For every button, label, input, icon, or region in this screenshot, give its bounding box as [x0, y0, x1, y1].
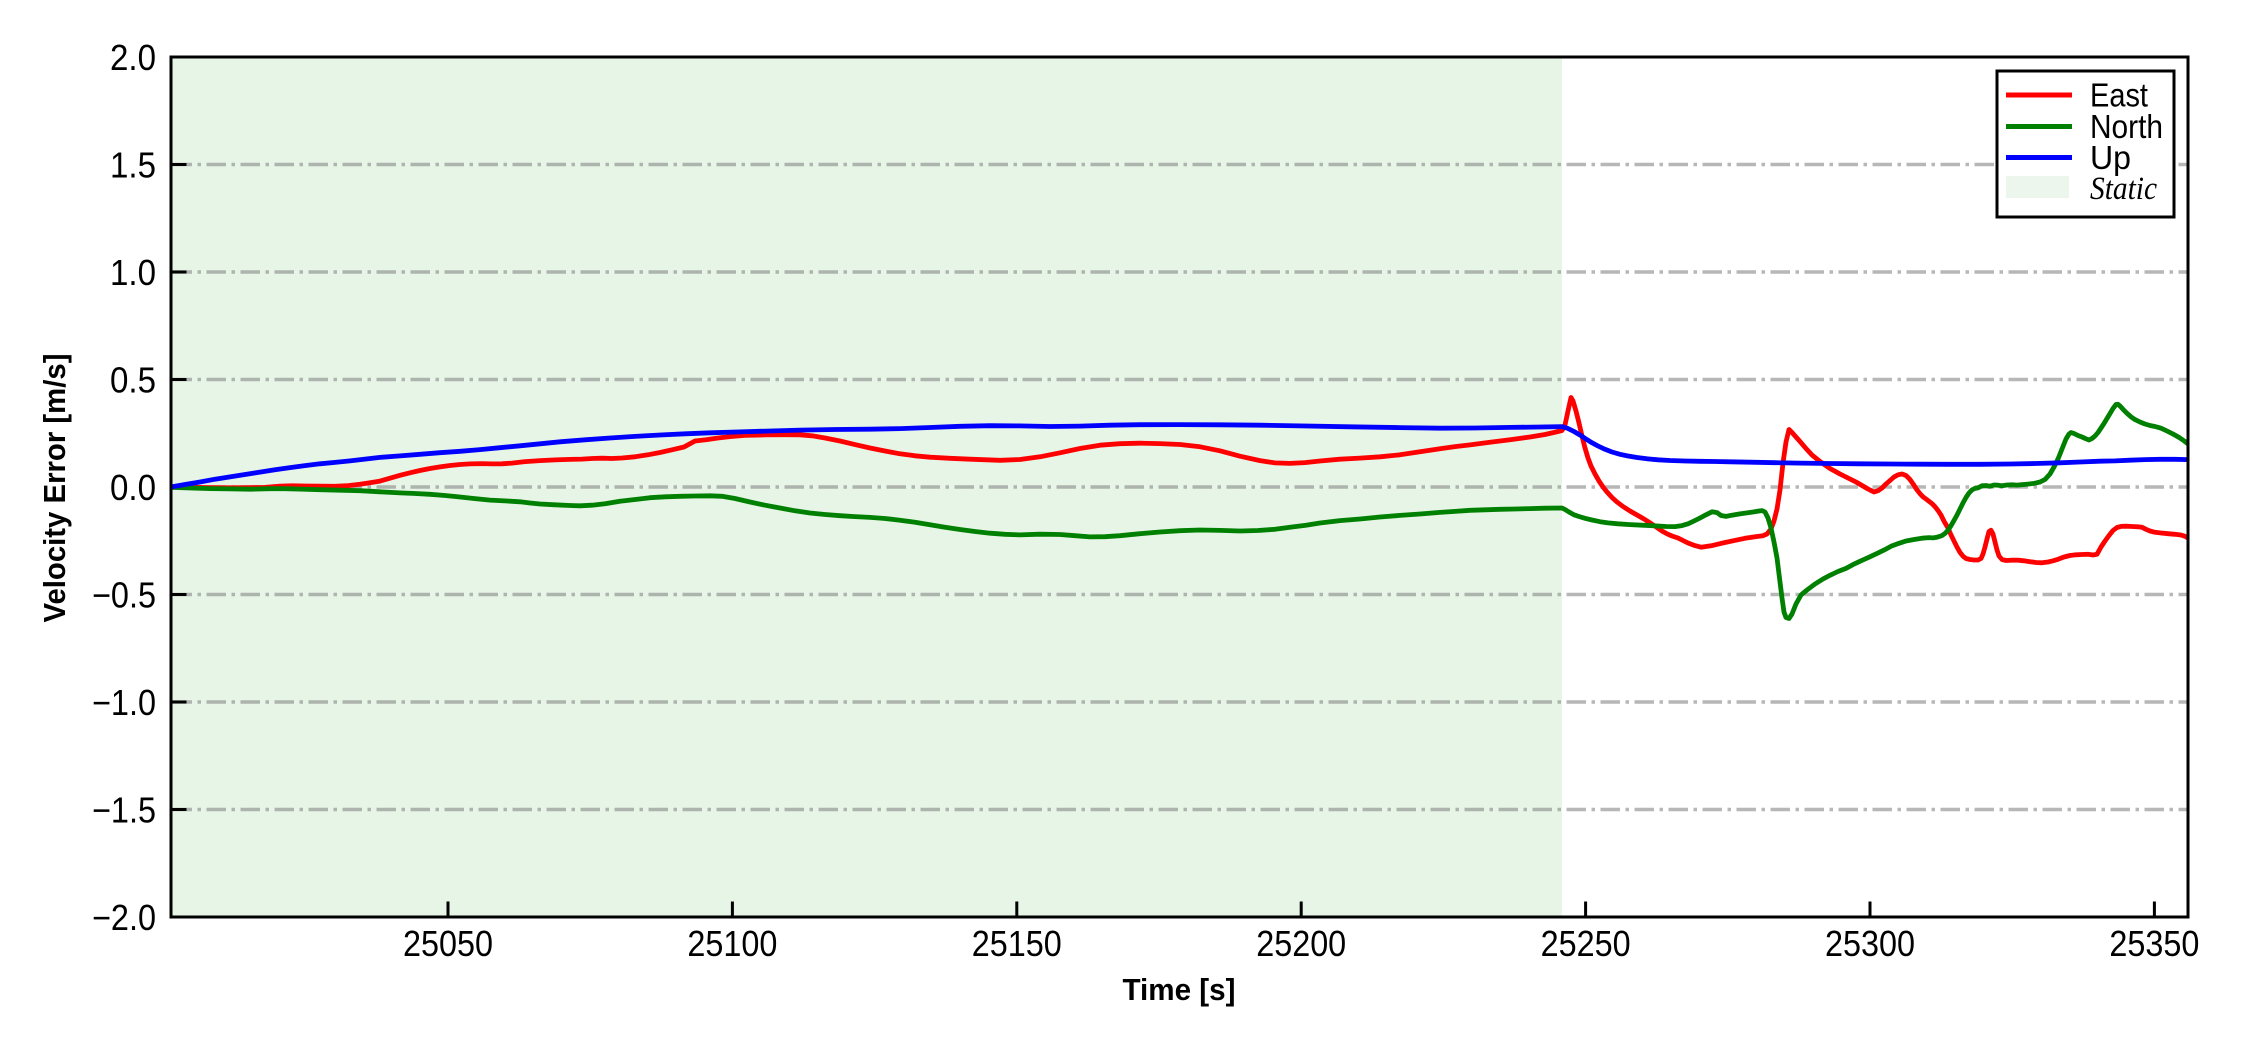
svg-text:−0.5: −0.5 — [92, 575, 156, 616]
svg-text:25250: 25250 — [1541, 923, 1631, 964]
svg-text:0.0: 0.0 — [110, 467, 156, 508]
svg-text:−1.0: −1.0 — [92, 682, 156, 723]
svg-text:North: North — [2090, 108, 2163, 145]
svg-text:25100: 25100 — [687, 923, 777, 964]
svg-text:−1.5: −1.5 — [92, 790, 156, 831]
svg-text:25300: 25300 — [1825, 923, 1915, 964]
svg-text:Time [s]: Time [s] — [1123, 972, 1236, 1007]
svg-text:0.5: 0.5 — [110, 360, 156, 401]
svg-text:1.5: 1.5 — [110, 145, 156, 186]
svg-text:1.0: 1.0 — [110, 252, 156, 293]
svg-text:25050: 25050 — [403, 923, 493, 964]
svg-text:2.0: 2.0 — [110, 37, 156, 78]
svg-text:25350: 25350 — [2109, 923, 2199, 964]
svg-text:Up: Up — [2090, 139, 2131, 176]
svg-text:−2.0: −2.0 — [92, 897, 156, 938]
svg-text:25150: 25150 — [972, 923, 1062, 964]
svg-text:Static: Static — [2090, 171, 2157, 207]
svg-text:Velocity Error [m/s]: Velocity Error [m/s] — [37, 354, 72, 623]
svg-text:25200: 25200 — [1256, 923, 1346, 964]
svg-text:East: East — [2090, 77, 2148, 114]
